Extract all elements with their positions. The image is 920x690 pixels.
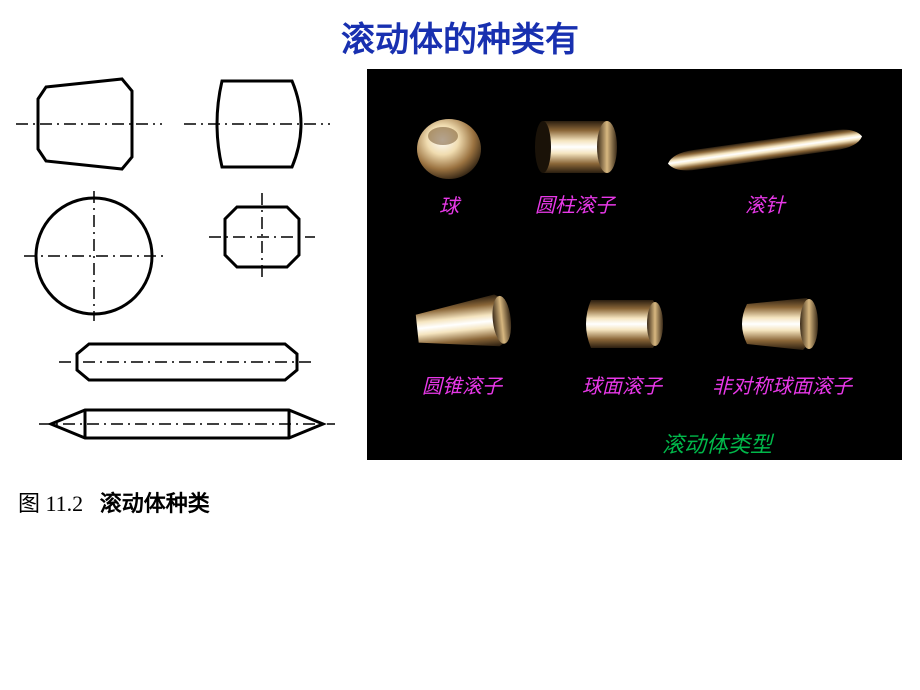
tech-long-cyl (57, 334, 317, 390)
label-asym: 非对称球面滚子 (712, 370, 852, 399)
content-area: 球 圆柱滚子 滚针 圆锥滚子 球面滚子 非对称球面滚子 滚动体类型 (0, 69, 920, 460)
label-spherical: 球面滚子 (582, 370, 662, 399)
label-cone: 圆锥滚子 (422, 370, 502, 399)
tech-circle (22, 189, 167, 324)
label-needle: 滚针 (745, 189, 785, 218)
caption-text: 滚动体种类 (100, 491, 210, 516)
label-ball: 球 (439, 190, 459, 219)
roller-asym: 非对称球面滚子 (712, 284, 852, 399)
tech-short-cyl (207, 189, 317, 284)
panel-title: 滚动体类型 (662, 427, 772, 459)
roller-cone: 圆锥滚子 (397, 284, 527, 399)
page-title: 滚动体的种类有 (0, 0, 920, 69)
roller-cylinder: 圆柱滚子 (525, 111, 625, 218)
render-panel: 球 圆柱滚子 滚针 圆锥滚子 球面滚子 非对称球面滚子 滚动体类型 (367, 69, 902, 460)
caption-number: 图 11.2 (18, 491, 83, 516)
roller-spherical: 球面滚子 (567, 284, 677, 399)
tech-tapered (14, 69, 164, 179)
roller-ball: 球 (409, 114, 489, 219)
technical-drawings (14, 69, 359, 460)
tech-barrel (182, 69, 332, 179)
figure-caption: 图 11.2 滚动体种类 (18, 486, 920, 518)
tech-needle (37, 400, 337, 448)
roller-needle: 滚针 (655, 117, 875, 218)
label-cylinder: 圆柱滚子 (535, 189, 615, 218)
